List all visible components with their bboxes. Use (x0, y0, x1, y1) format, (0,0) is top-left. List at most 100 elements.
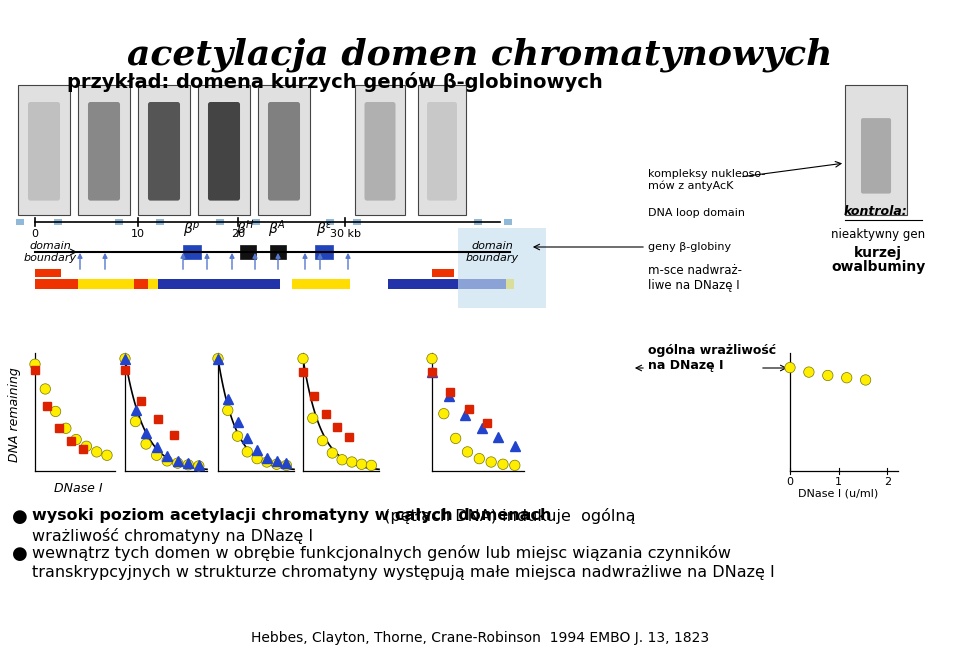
Text: domain
boundary: domain boundary (466, 241, 518, 263)
Bar (156, 219, 164, 225)
Circle shape (162, 456, 173, 466)
Circle shape (131, 416, 141, 427)
Text: geny β-globiny: geny β-globiny (648, 242, 732, 252)
Circle shape (474, 454, 485, 464)
Circle shape (450, 433, 461, 444)
Text: ●: ● (12, 545, 28, 563)
Text: $\beta^p$: $\beta^p$ (183, 221, 201, 240)
Text: kompleksy nukleoso-
mów z antyAcK: kompleksy nukleoso- mów z antyAcK (648, 169, 765, 191)
Text: 10: 10 (131, 229, 145, 239)
Bar (258, 85, 310, 215)
Circle shape (213, 354, 223, 364)
Bar (35, 269, 61, 277)
Circle shape (860, 375, 871, 385)
Bar (270, 245, 286, 259)
Bar (133, 279, 161, 289)
FancyBboxPatch shape (28, 102, 60, 201)
Circle shape (141, 439, 152, 450)
FancyBboxPatch shape (148, 102, 180, 201)
Text: $\beta^\varepsilon$: $\beta^\varepsilon$ (316, 221, 332, 240)
Bar (158, 279, 280, 289)
Circle shape (784, 362, 795, 373)
Bar (115, 219, 123, 225)
Circle shape (71, 434, 82, 445)
Text: DNA remaining: DNA remaining (9, 368, 21, 462)
Bar (18, 85, 70, 215)
Bar (183, 245, 201, 259)
Circle shape (366, 460, 376, 471)
Circle shape (183, 460, 194, 470)
Circle shape (823, 370, 833, 381)
Circle shape (347, 457, 357, 467)
Bar (78, 85, 130, 215)
Text: 2: 2 (883, 477, 891, 487)
Circle shape (252, 454, 262, 464)
Bar (148, 279, 216, 289)
Text: przykład: domena kurzych genów β-globinowych: przykład: domena kurzych genów β-globino… (67, 72, 603, 92)
Circle shape (510, 460, 520, 471)
Bar (355, 85, 405, 215)
Circle shape (318, 436, 327, 446)
Text: wysoki poziom acetylacji chromatyny w całych domenach: wysoki poziom acetylacji chromatyny w ca… (32, 508, 551, 523)
Bar (252, 219, 260, 225)
Bar (298, 279, 324, 289)
Text: Hebbes, Clayton, Thorne, Crane-Robinson  1994 EMBO J. 13, 1823: Hebbes, Clayton, Thorne, Crane-Robinson … (251, 631, 709, 645)
Bar (315, 245, 333, 259)
Circle shape (298, 354, 308, 364)
Text: 30 kb: 30 kb (329, 229, 361, 239)
Bar (432, 269, 454, 277)
Bar (216, 219, 224, 225)
Bar (54, 219, 62, 225)
Bar (198, 85, 250, 215)
Circle shape (50, 406, 60, 417)
Circle shape (486, 457, 496, 467)
Circle shape (194, 461, 204, 471)
Bar (418, 85, 466, 215)
Text: ogólna wrażliwość
na DNazę I: ogólna wrażliwość na DNazę I (648, 344, 776, 372)
Circle shape (337, 455, 348, 465)
Bar (353, 219, 361, 225)
Bar (326, 219, 334, 225)
Text: 1: 1 (835, 477, 842, 487)
Circle shape (262, 457, 272, 467)
Circle shape (307, 413, 318, 424)
Circle shape (232, 431, 243, 442)
FancyBboxPatch shape (861, 118, 891, 193)
Bar (845, 85, 907, 215)
Bar (16, 219, 24, 225)
Bar (240, 245, 256, 259)
Text: DNase I (u/ml): DNase I (u/ml) (799, 489, 878, 499)
Text: ●: ● (12, 508, 28, 526)
FancyBboxPatch shape (208, 102, 240, 201)
Bar (292, 279, 350, 289)
Circle shape (152, 450, 162, 460)
Text: $\beta^A$: $\beta^A$ (268, 218, 286, 240)
Text: kontrola:: kontrola: (843, 205, 907, 218)
Bar (432, 279, 514, 289)
Text: acetylacja domen chromatynowych: acetylacja domen chromatynowych (128, 38, 832, 73)
FancyBboxPatch shape (427, 102, 457, 201)
Text: (pętlach DNA) indukuje  ogólną: (pętlach DNA) indukuje ogólną (379, 508, 636, 524)
Text: wrażliwość chromatyny na DNazę I: wrażliwość chromatyny na DNazę I (32, 528, 313, 544)
Text: owalbuminy: owalbuminy (830, 260, 925, 274)
Text: wewnątrz tych domen w obrębie funkcjonalnych genów lub miejsc wiązania czynników: wewnątrz tych domen w obrębie funkcjonal… (32, 545, 731, 561)
Text: 20: 20 (231, 229, 245, 239)
Bar (35, 279, 93, 289)
Circle shape (804, 367, 814, 378)
Circle shape (272, 459, 282, 470)
Text: nieaktywny gen: nieaktywny gen (831, 228, 925, 241)
Bar (78, 279, 134, 289)
Text: DNA loop domain: DNA loop domain (648, 208, 745, 218)
Text: $\beta^H$: $\beta^H$ (236, 218, 255, 240)
Circle shape (120, 354, 131, 364)
Bar (458, 228, 546, 308)
Circle shape (463, 447, 472, 457)
Circle shape (82, 441, 91, 452)
Bar (138, 85, 190, 215)
Circle shape (842, 373, 852, 383)
Circle shape (102, 450, 112, 460)
Circle shape (427, 354, 437, 364)
Circle shape (281, 460, 292, 471)
Circle shape (439, 408, 449, 419)
Bar (474, 219, 482, 225)
